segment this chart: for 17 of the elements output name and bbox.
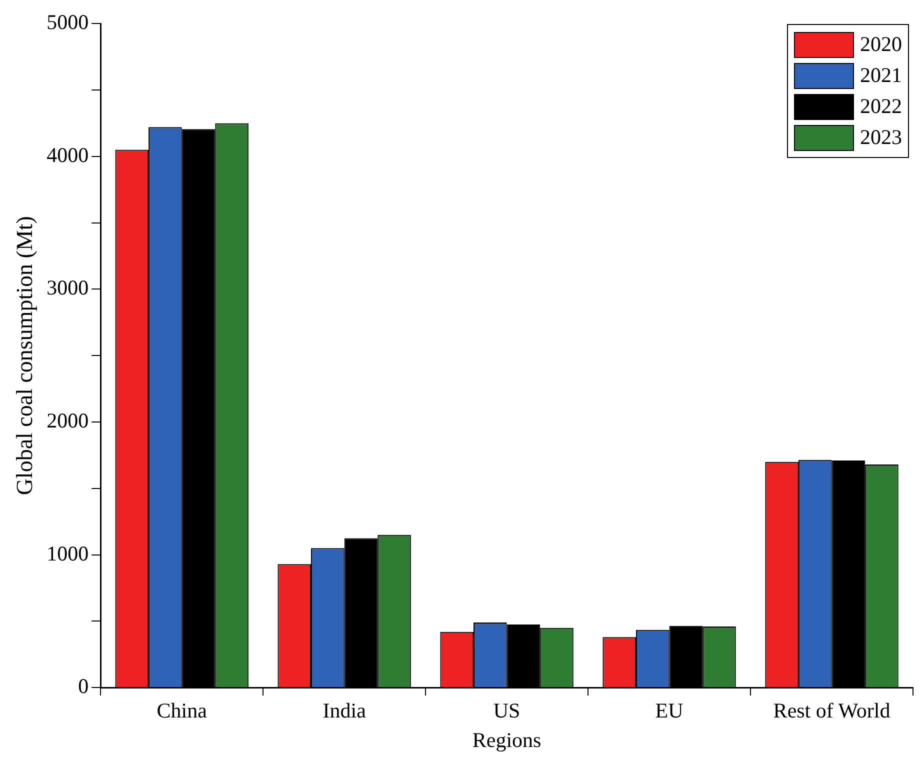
y-axis-title: Global coal consumption (Mt) — [12, 216, 37, 496]
y-tick-label: 3000 — [46, 276, 89, 300]
legend-label: 2021 — [860, 63, 902, 88]
x-tick-label: EU — [655, 698, 684, 723]
y-tick-label: 5000 — [46, 10, 89, 34]
legend-label: 2022 — [860, 94, 902, 119]
y-tick-label: 2000 — [46, 408, 89, 433]
x-tick-label: India — [322, 698, 367, 723]
legend-label: 2020 — [860, 32, 902, 57]
x-axis-title: Regions — [472, 728, 542, 752]
x-tick-label: US — [493, 698, 520, 723]
legend-label: 2023 — [860, 125, 902, 150]
x-tick-label: Rest of World — [773, 698, 891, 723]
x-tick-label: China — [156, 698, 208, 723]
y-tick-label: 0 — [78, 674, 89, 698]
y-tick-label: 4000 — [46, 142, 89, 167]
y-tick-label: 1000 — [46, 541, 89, 566]
